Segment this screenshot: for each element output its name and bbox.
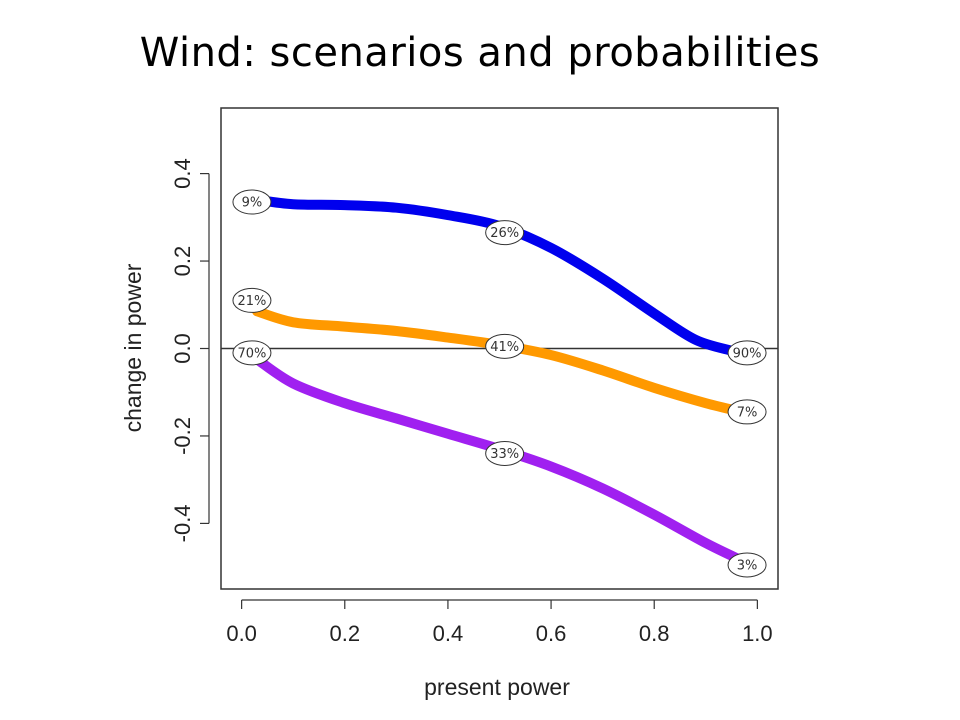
label-text: 7% [737, 405, 758, 420]
y-tick-label: 0.0 [170, 333, 195, 364]
chart-title: Wind: scenarios and probabilities [139, 30, 821, 76]
probability-label: 41% [485, 333, 525, 359]
label-text: 70% [237, 346, 266, 361]
label-ellipse [232, 189, 272, 215]
label-ellipse [485, 440, 525, 466]
label-text: 21% [237, 294, 266, 309]
label-ellipse [727, 552, 767, 578]
label-text: 9% [242, 196, 263, 211]
probability-label: 26% [485, 220, 525, 246]
x-tick-label: 0.2 [329, 621, 360, 646]
label-text: 33% [490, 447, 519, 462]
y-tick-label: -0.2 [170, 417, 195, 455]
label-ellipse [727, 340, 767, 366]
x-tick-label: 0.4 [433, 621, 464, 646]
probability-label: 70% [232, 340, 272, 366]
label-text: 26% [490, 226, 519, 241]
label-ellipse [232, 287, 272, 313]
x-tick-label: 0.0 [226, 621, 257, 646]
y-tick-label: 0.2 [170, 246, 195, 277]
x-tick-label: 0.6 [536, 621, 567, 646]
label-ellipse [727, 399, 767, 425]
y-axis-label: change in power [120, 263, 146, 432]
probability-label: 3% [727, 552, 767, 578]
label-text: 3% [737, 558, 758, 573]
probability-label: 90% [727, 340, 767, 366]
x-tick-label: 1.0 [742, 621, 773, 646]
label-text: 90% [733, 346, 762, 361]
label-ellipse [232, 340, 272, 366]
probability-label: 7% [727, 399, 767, 425]
label-text: 41% [490, 340, 519, 355]
label-ellipse [485, 220, 525, 246]
probability-label: 9% [232, 189, 272, 215]
y-tick-label: -0.4 [170, 504, 195, 542]
label-ellipse [485, 333, 525, 359]
probability-label: 33% [485, 440, 525, 466]
y-tick-label: 0.4 [170, 158, 195, 189]
x-tick-label: 0.8 [639, 621, 670, 646]
probability-label: 21% [232, 287, 272, 313]
x-axis-label: present power [424, 674, 570, 700]
